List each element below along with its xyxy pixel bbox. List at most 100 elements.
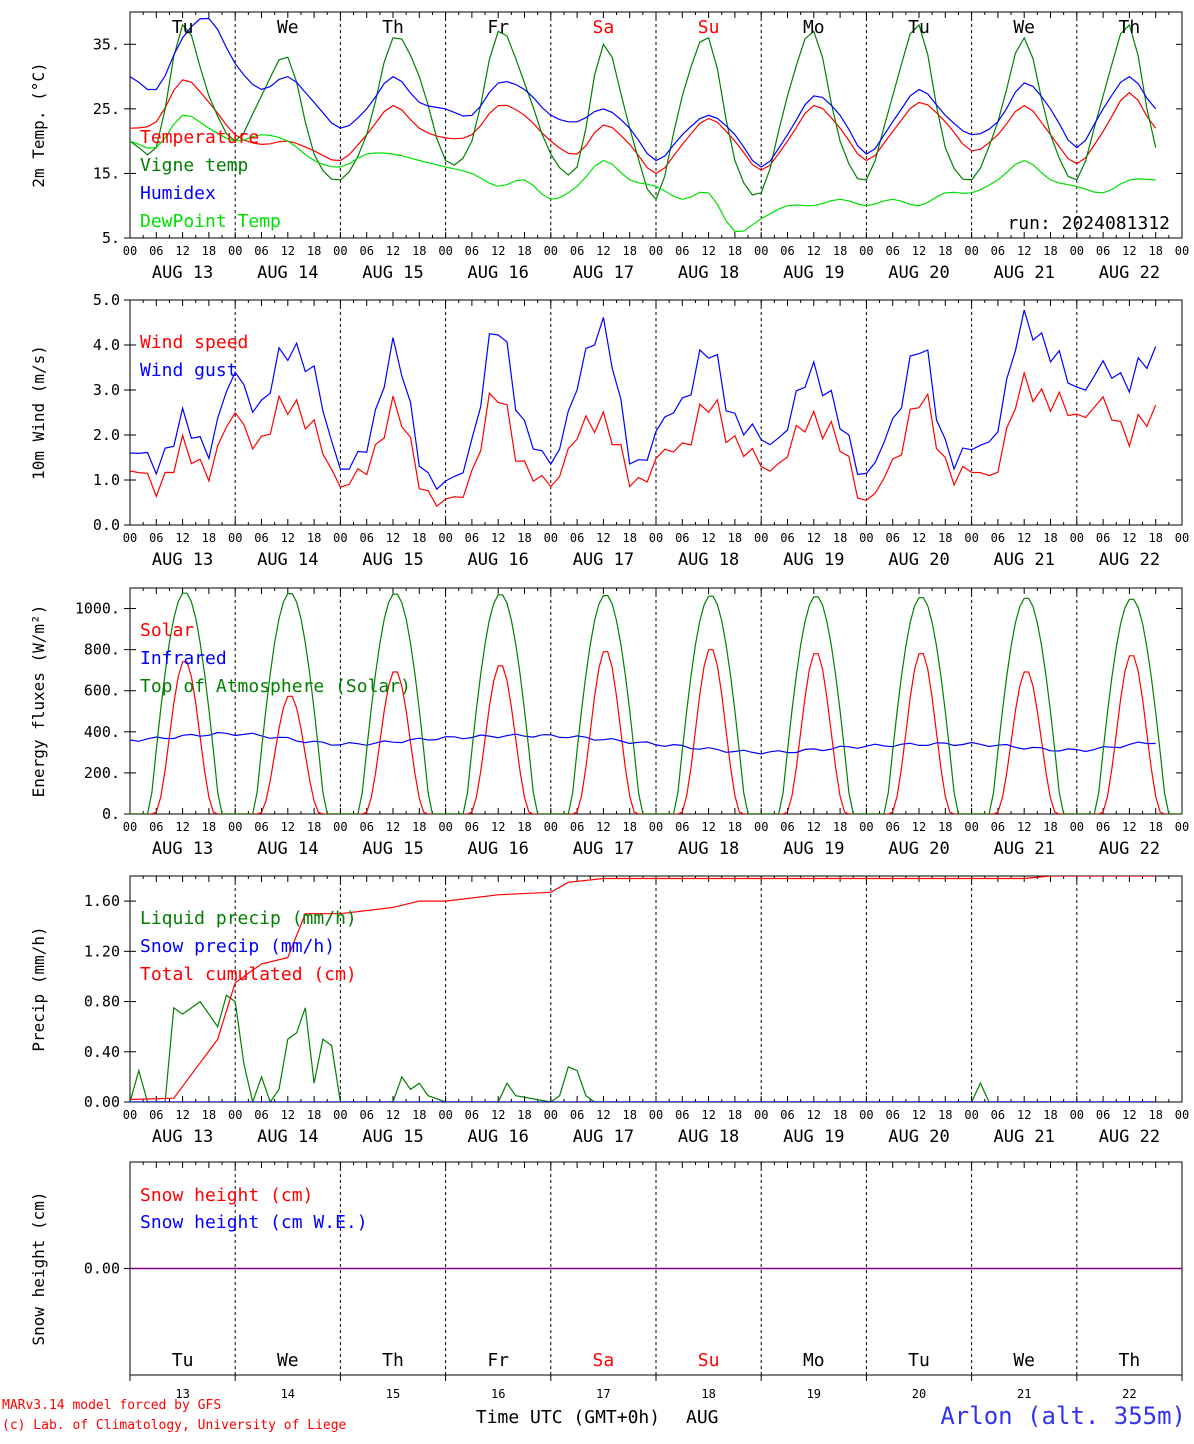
x-tick-label: 12 (175, 820, 189, 834)
x-tick-label: 06 (1096, 531, 1110, 545)
x-tick-label: 00 (438, 531, 452, 545)
y-tick-label: 15. (93, 164, 120, 182)
x-tick-label: 00 (333, 244, 347, 258)
x-tick-label: 00 (859, 820, 873, 834)
x-tick-label: 12 (491, 531, 505, 545)
panel-3-ylabel: Precip (mm/h) (29, 926, 48, 1051)
x-tick-label: 06 (675, 531, 689, 545)
x-tick-label: 00 (859, 1108, 873, 1122)
x-tick-label: 00 (859, 244, 873, 258)
y-tick-label: 4.0 (93, 336, 120, 354)
weekday-label-bottom: Sa (593, 1350, 615, 1371)
weekday-label-bottom: Tu (908, 1350, 930, 1371)
x-tick-label: 12 (1122, 531, 1136, 545)
x-tick-label: 00 (333, 820, 347, 834)
weekday-label-top: Su (698, 17, 720, 38)
weekday-label-top: Th (1119, 17, 1141, 38)
x-tick-label: 00 (228, 1108, 242, 1122)
series-temperature (130, 79, 1157, 175)
x-date-label: AUG 21 (993, 1127, 1054, 1147)
x-tick-label: 18 (833, 1108, 847, 1122)
y-tick-label: 1000. (75, 600, 120, 618)
x-tick-label: 12 (491, 820, 505, 834)
weekday-label-top: Tu (908, 17, 930, 38)
panel-4-ylabel: Snow height (cm) (29, 1191, 48, 1345)
x-tick-label: 12 (912, 1108, 926, 1122)
weekday-label-bottom: Fr (487, 1350, 509, 1371)
x-tick-label: 06 (780, 1108, 794, 1122)
x-tick-label: 06 (885, 244, 899, 258)
x-tick-label: 00 (1070, 1108, 1084, 1122)
y-tick-label: 0.80 (84, 993, 120, 1011)
x-tick-label: 12 (281, 1108, 295, 1122)
x-tick-label: 12 (807, 531, 821, 545)
x-tick-label: 00 (649, 531, 663, 545)
weekday-label-bottom: We (1013, 1350, 1035, 1371)
x-tick-label: 00 (123, 244, 137, 258)
x-date-label: AUG 17 (573, 1127, 634, 1147)
x-tick-label: 18 (622, 1108, 636, 1122)
x-tick-label: 00 (438, 244, 452, 258)
x-date-label: AUG 18 (678, 263, 739, 283)
x-tick-label: 00 (123, 531, 137, 545)
x-tick-label: 18 (833, 531, 847, 545)
x-date-label: AUG 19 (783, 1127, 844, 1147)
x-date-label: AUG 20 (888, 839, 949, 859)
x-tick-label: 18 (307, 820, 321, 834)
x-tick-label: 18 (412, 531, 426, 545)
y-tick-label: 1.60 (84, 892, 120, 910)
x-tick-label: 00 (333, 531, 347, 545)
x-tick-label: 00 (649, 820, 663, 834)
x-tick-label: 18 (307, 1108, 321, 1122)
x-tick-label: 12 (807, 820, 821, 834)
x-tick-label: 12 (912, 820, 926, 834)
weekday-label-bottom: Tu (172, 1350, 194, 1371)
x-date-label: AUG 22 (1099, 1127, 1160, 1147)
y-tick-label: 2.0 (93, 426, 120, 444)
x-tick-label: 00 (1175, 820, 1189, 834)
y-tick-label: 1.0 (93, 471, 120, 489)
x-tick-label: 00 (754, 1108, 768, 1122)
x-tick-label: 18 (307, 244, 321, 258)
x-tick-label: 12 (491, 1108, 505, 1122)
series-total-cumulated-cm- (130, 876, 1156, 1101)
x-tick-label: 18 (938, 1108, 952, 1122)
x-tick-label: 12 (1017, 1108, 1031, 1122)
panel-1-ylabel: 10m Wind (m/s) (29, 345, 48, 480)
run-label: run: 2024081312 (1007, 213, 1170, 234)
x-tick-label: 00 (964, 1108, 978, 1122)
x-tick-label: 18 (622, 244, 636, 258)
x-tick-label: 12 (386, 244, 400, 258)
x-date-label: AUG 13 (152, 263, 213, 283)
x-date-label: AUG 21 (993, 550, 1054, 570)
weekday-label-bottom: Th (1119, 1350, 1141, 1371)
y-tick-label: 200. (84, 764, 120, 782)
x-date-label: AUG 16 (467, 550, 528, 570)
panel-2-ylabel: Energy fluxes (W/m²) (29, 605, 48, 798)
x-tick-label: 00 (1070, 820, 1084, 834)
weekday-label-top: Tu (172, 17, 194, 38)
x-date-label: AUG 19 (783, 550, 844, 570)
x-tick-label: 12 (912, 244, 926, 258)
legend-infrared: Infrared (140, 648, 227, 669)
series-top-of-atmosphere-solar- (130, 592, 1182, 814)
x-tick-label: 18 (1043, 244, 1057, 258)
y-tick-label: 600. (84, 682, 120, 700)
weekday-label-top: We (277, 17, 299, 38)
x-tick-label: 06 (254, 244, 268, 258)
day-number-label: 19 (807, 1387, 821, 1401)
legend-liquid-precip-mm-h-: Liquid precip (mm/h) (140, 908, 357, 929)
x-tick-label: 00 (754, 531, 768, 545)
x-tick-label: 06 (254, 531, 268, 545)
y-tick-label: 35. (93, 35, 120, 53)
x-tick-label: 06 (991, 244, 1005, 258)
x-tick-label: 00 (754, 244, 768, 258)
x-tick-label: 06 (780, 244, 794, 258)
footer-credit-line: (c) Lab. of Climatology, University of L… (2, 1418, 347, 1433)
x-date-label: AUG 21 (993, 839, 1054, 859)
day-number-label: 13 (175, 1387, 189, 1401)
x-tick-label: 18 (1148, 820, 1162, 834)
x-tick-label: 00 (649, 1108, 663, 1122)
x-tick-label: 00 (438, 820, 452, 834)
y-tick-label: 5.0 (93, 291, 120, 309)
